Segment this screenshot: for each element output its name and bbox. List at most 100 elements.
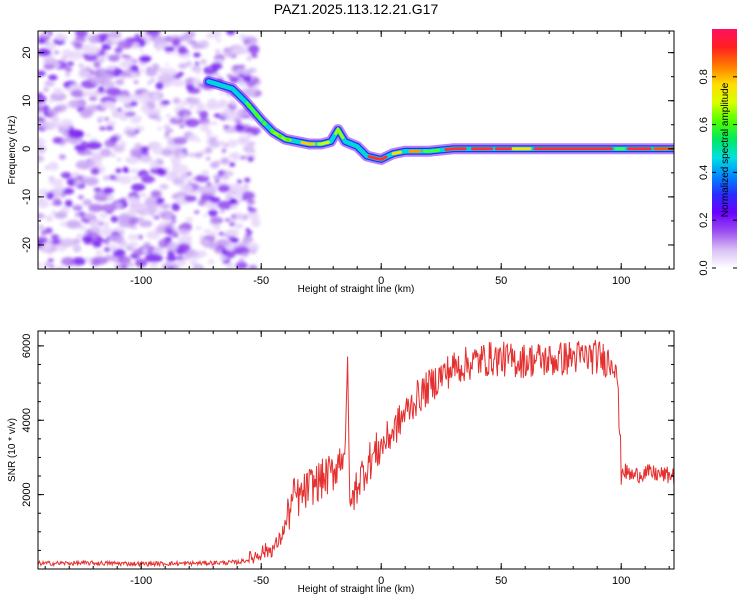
noise-blob xyxy=(45,214,54,223)
noise-blob xyxy=(242,73,252,83)
noise-blob xyxy=(52,198,62,207)
noise-blob xyxy=(219,91,225,96)
ridge-spot xyxy=(285,137,290,142)
noise-blob xyxy=(160,100,171,106)
noise-blob xyxy=(196,250,207,258)
noise-blob xyxy=(221,148,227,153)
noise-blob xyxy=(117,175,132,185)
noise-blob xyxy=(194,61,200,66)
noise-blob xyxy=(226,190,233,194)
noise-blob xyxy=(102,187,114,194)
noise-blob xyxy=(238,198,243,203)
noise-blob xyxy=(132,41,140,50)
ridge-core-segment xyxy=(422,148,441,153)
noise-blob xyxy=(251,221,260,228)
noise-blob xyxy=(246,56,252,61)
noise-blob xyxy=(214,49,221,54)
noise-blob xyxy=(138,55,151,63)
noise-blob xyxy=(88,203,104,213)
noise-blob xyxy=(47,42,56,51)
colorbar-tick-label: 0.6 xyxy=(698,117,710,132)
colorbar-label: Normalized spectral amplitude xyxy=(720,82,731,217)
noise-blob xyxy=(200,184,217,195)
noise-blob xyxy=(172,177,185,186)
noise-blob xyxy=(40,229,48,236)
noise-blob xyxy=(149,263,159,269)
noise-blob xyxy=(74,144,88,152)
noise-blob xyxy=(115,168,122,174)
noise-blob xyxy=(154,115,162,122)
noise-blob xyxy=(149,160,160,169)
noise-blob xyxy=(177,62,188,70)
noise-blob xyxy=(119,141,127,147)
noise-blob xyxy=(118,213,132,223)
noise-blob xyxy=(38,212,45,220)
noise-blob xyxy=(199,110,209,120)
noise-blob xyxy=(85,141,102,150)
noise-blob xyxy=(137,192,147,198)
noise-blob xyxy=(246,199,256,205)
noise-blob xyxy=(38,137,44,145)
noise-blob xyxy=(124,111,136,117)
noise-blob xyxy=(145,68,158,77)
noise-blob xyxy=(105,120,116,127)
noise-blob xyxy=(129,168,139,174)
noise-blob xyxy=(100,203,117,213)
noise-blob xyxy=(116,51,121,57)
noise-blob xyxy=(155,46,162,52)
noise-blob xyxy=(210,62,223,70)
noise-blob xyxy=(245,228,251,232)
ridge-spot xyxy=(247,103,252,109)
noise-blob xyxy=(221,175,230,181)
colorbar-ticks: 0.0 0.2 0.4 0.6 0.8 xyxy=(698,69,737,276)
noise-blob xyxy=(172,51,177,56)
noise-blob xyxy=(171,219,177,223)
noise-blob xyxy=(43,87,49,92)
snr-y-ticks: 2000 4000 6000 xyxy=(21,334,674,570)
noise-blob xyxy=(195,138,201,143)
noise-blob xyxy=(166,254,177,262)
noise-blob xyxy=(186,249,199,258)
noise-blob xyxy=(212,135,219,139)
noise-blob xyxy=(117,255,131,265)
noise-blob xyxy=(155,197,165,204)
noise-blob xyxy=(243,183,249,189)
noise-blob xyxy=(184,118,200,128)
noise-blob xyxy=(101,43,112,51)
noise-blob xyxy=(233,124,245,132)
noise-blob xyxy=(248,264,258,269)
noise-blob xyxy=(38,48,52,57)
noise-blob xyxy=(163,135,171,139)
noise-blob xyxy=(205,33,213,39)
noise-blob xyxy=(48,161,59,171)
noise-blob xyxy=(206,133,213,138)
noise-blob xyxy=(141,219,149,224)
noise-blob xyxy=(64,199,73,208)
noise-blob xyxy=(207,209,218,217)
noise-blob xyxy=(138,96,144,102)
noise-blob xyxy=(164,81,170,87)
noise-blob xyxy=(143,241,151,246)
spectrogram-x-axis-label: Height of straight line (km) xyxy=(298,284,415,295)
noise-blob xyxy=(50,92,67,102)
noise-blob xyxy=(42,31,50,36)
noise-blob xyxy=(189,97,201,106)
noise-blob xyxy=(73,42,83,48)
noise-blob xyxy=(155,225,165,234)
noise-blob xyxy=(54,211,68,219)
noise-blob xyxy=(43,140,47,144)
noise-blob xyxy=(210,196,221,204)
noise-blob xyxy=(195,266,201,269)
noise-blob xyxy=(50,210,57,215)
noise-blob xyxy=(38,155,43,160)
noise-blob xyxy=(206,157,211,161)
noise-blob xyxy=(88,34,100,44)
noise-blob xyxy=(225,246,233,251)
noise-blob xyxy=(230,203,238,210)
noise-blob xyxy=(126,262,135,268)
noise-blob xyxy=(236,179,243,184)
noise-blob xyxy=(161,149,174,157)
noise-blob xyxy=(180,222,192,230)
noise-blob xyxy=(146,230,160,240)
noise-blob xyxy=(55,104,67,113)
